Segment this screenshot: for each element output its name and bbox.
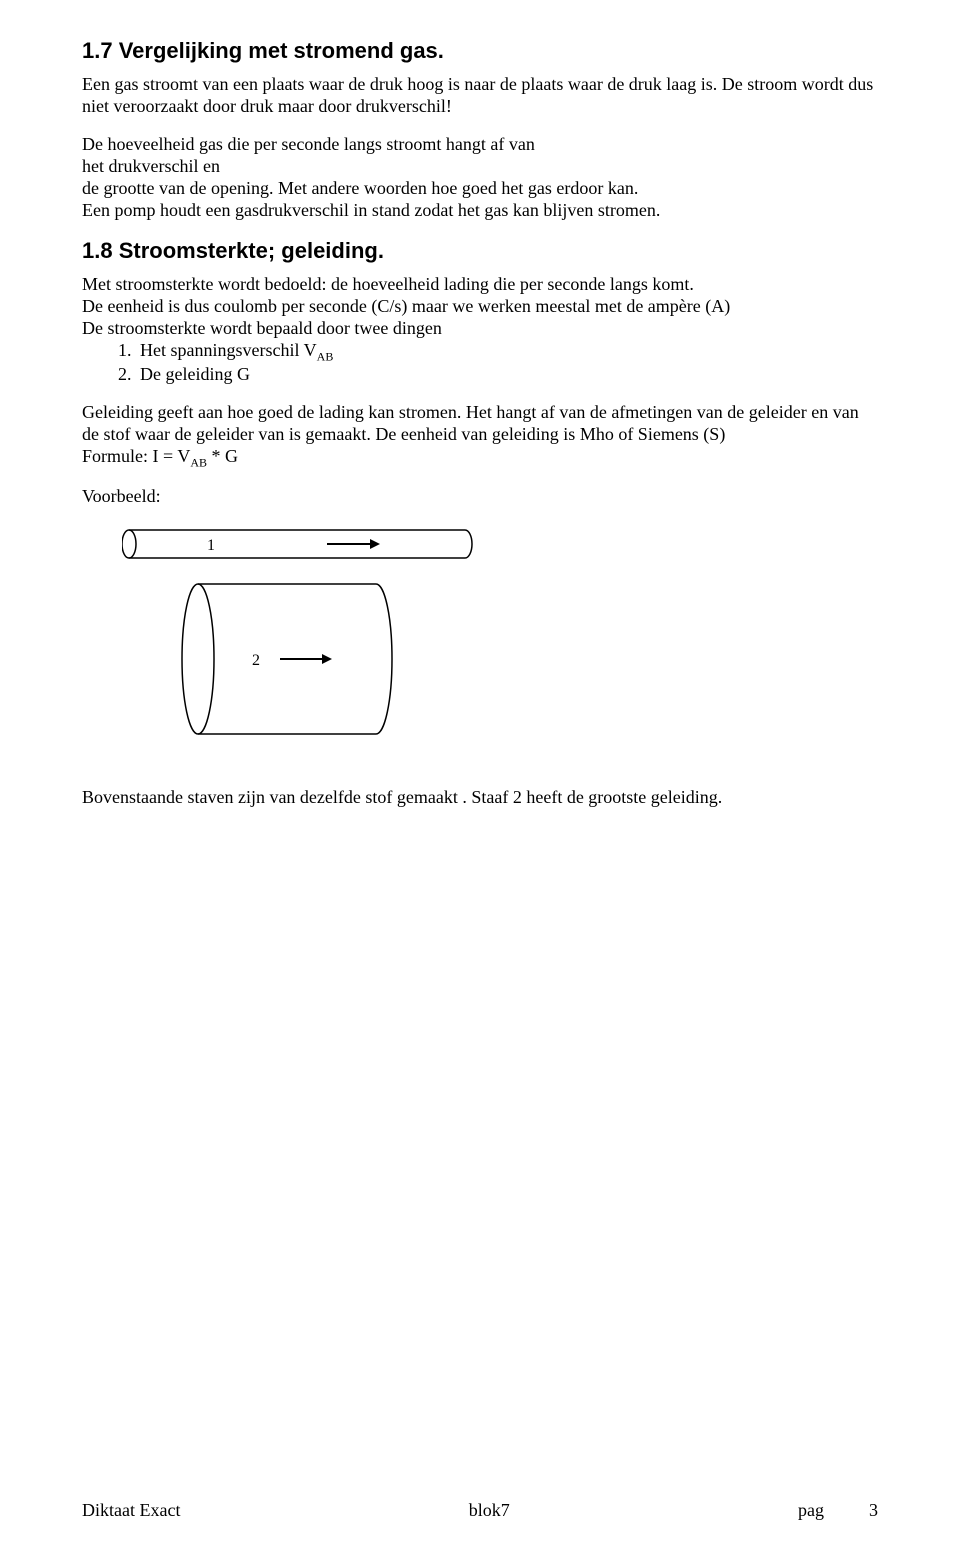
formula-post: * G: [207, 446, 238, 466]
section-1-7-para-2-line3: de grootte van de opening. Met andere wo…: [82, 178, 878, 200]
footer-left: Diktaat Exact: [82, 1500, 180, 1521]
section-1-8-para-3: De stroomsterkte wordt bepaald door twee…: [82, 318, 878, 340]
list-item-1-sub: AB: [317, 349, 334, 363]
footer-center: blok7: [469, 1500, 510, 1521]
page: 1.7 Vergelijking met stromend gas. Een g…: [0, 0, 960, 1547]
rod-1: 1: [122, 530, 472, 558]
arrow-icon: [322, 654, 332, 664]
section-1-8-list: Het spanningsverschil VAB De geleiding G: [82, 340, 878, 386]
list-item-1-text: Het spanningsverschil V: [140, 340, 317, 360]
rod-2-label: 2: [252, 652, 260, 669]
section-1-7-heading: 1.7 Vergelijking met stromend gas.: [82, 38, 878, 64]
section-1-8-para-1: Met stroomsterkte wordt bedoeld: de hoev…: [82, 274, 878, 296]
footer-right: pag 3: [798, 1500, 878, 1521]
formula-sub: AB: [190, 455, 207, 469]
list-item: De geleiding G: [136, 364, 878, 386]
arrow-icon: [370, 539, 380, 549]
footer-right-label: pag: [798, 1500, 824, 1520]
section-1-7-para-3: Een pomp houdt een gasdrukverschil in st…: [82, 200, 878, 222]
section-1-7-para-2-line1: De hoeveelheid gas die per seconde langs…: [82, 134, 878, 156]
rod-2: 2: [182, 584, 392, 734]
section-1-8-para-4: Geleiding geeft aan hoe goed de lading k…: [82, 402, 878, 446]
section-1-8-heading: 1.8 Stroomsterkte; geleiding.: [82, 238, 878, 264]
section-1-8-para-2: De eenheid is dus coulomb per seconde (C…: [82, 296, 878, 318]
page-footer: Diktaat Exact blok7 pag 3: [82, 1500, 878, 1521]
footer-right-num: 3: [869, 1500, 878, 1520]
list-item: Het spanningsverschil VAB: [136, 340, 878, 364]
voorbeeld-label: Voorbeeld:: [82, 486, 878, 508]
figure-caption: Bovenstaande staven zijn van dezelfde st…: [82, 787, 878, 809]
section-1-7-para-1: Een gas stroomt van een plaats waar de d…: [82, 74, 878, 118]
list-item-2-text: De geleiding G: [140, 364, 250, 384]
rods-figure: 1 2: [122, 524, 878, 759]
section-1-8-formula: Formule: I = VAB * G: [82, 446, 878, 470]
section-1-7-para-2-line2: het drukverschil en: [82, 156, 878, 178]
rods-svg: 1 2: [122, 524, 502, 754]
rod-1-label: 1: [207, 537, 215, 554]
formula-pre: Formule: I = V: [82, 446, 190, 466]
